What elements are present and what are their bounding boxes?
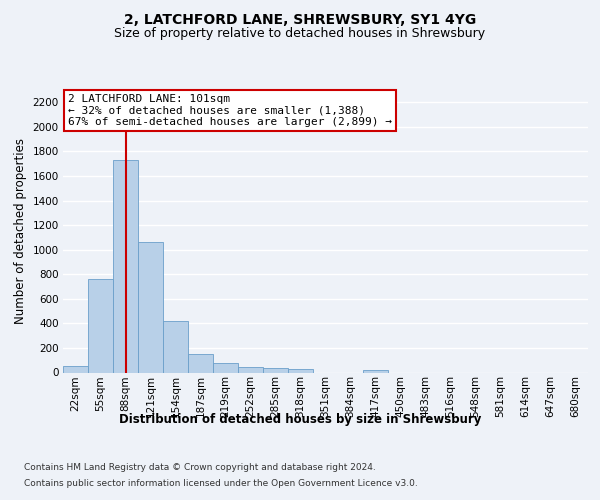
Bar <box>188 354 213 372</box>
Y-axis label: Number of detached properties: Number of detached properties <box>14 138 27 324</box>
Text: Size of property relative to detached houses in Shrewsbury: Size of property relative to detached ho… <box>115 28 485 40</box>
Bar <box>63 366 88 372</box>
Text: Contains HM Land Registry data © Crown copyright and database right 2024.: Contains HM Land Registry data © Crown c… <box>24 462 376 471</box>
Text: Distribution of detached houses by size in Shrewsbury: Distribution of detached houses by size … <box>119 412 481 426</box>
Bar <box>138 242 163 372</box>
Text: 2, LATCHFORD LANE, SHREWSBURY, SY1 4YG: 2, LATCHFORD LANE, SHREWSBURY, SY1 4YG <box>124 12 476 26</box>
Text: Contains public sector information licensed under the Open Government Licence v3: Contains public sector information licen… <box>24 479 418 488</box>
Bar <box>88 279 113 372</box>
Bar <box>363 370 388 372</box>
Bar <box>113 160 138 372</box>
Text: 2 LATCHFORD LANE: 101sqm
← 32% of detached houses are smaller (1,388)
67% of sem: 2 LATCHFORD LANE: 101sqm ← 32% of detach… <box>68 94 392 128</box>
Bar <box>288 369 313 372</box>
Bar <box>238 366 263 372</box>
Bar <box>213 362 238 372</box>
Bar <box>263 368 288 372</box>
Bar <box>163 321 188 372</box>
